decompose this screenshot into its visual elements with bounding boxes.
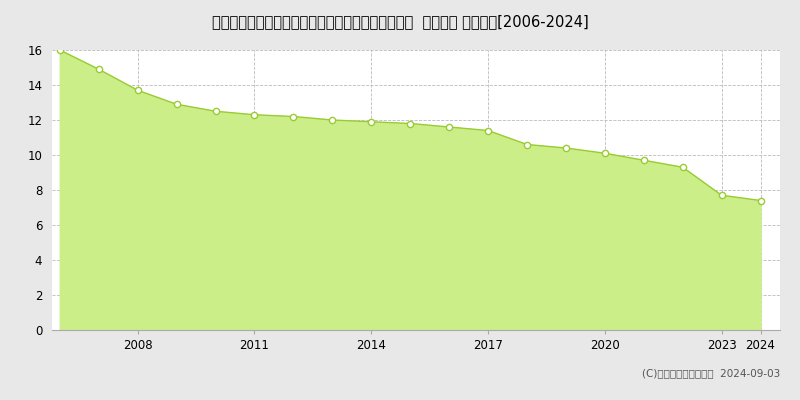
Text: (C)土地価格ドットコム  2024-09-03: (C)土地価格ドットコム 2024-09-03 xyxy=(642,368,780,378)
Text: 愛知県知多郡南知多町大字師崎字神戸浦１７７番１  地価公示 地価推移[2006-2024]: 愛知県知多郡南知多町大字師崎字神戸浦１７７番１ 地価公示 地価推移[2006-2… xyxy=(212,14,588,29)
